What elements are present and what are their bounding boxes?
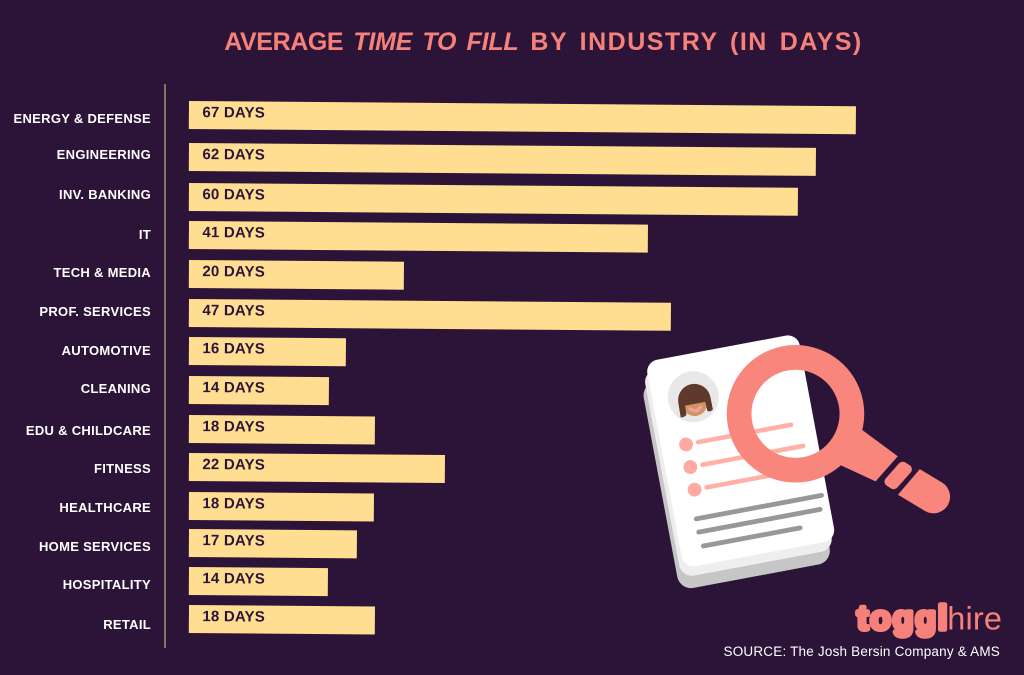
svg-text:toggl: toggl	[857, 600, 949, 638]
svg-text:hire: hire	[947, 600, 1002, 636]
